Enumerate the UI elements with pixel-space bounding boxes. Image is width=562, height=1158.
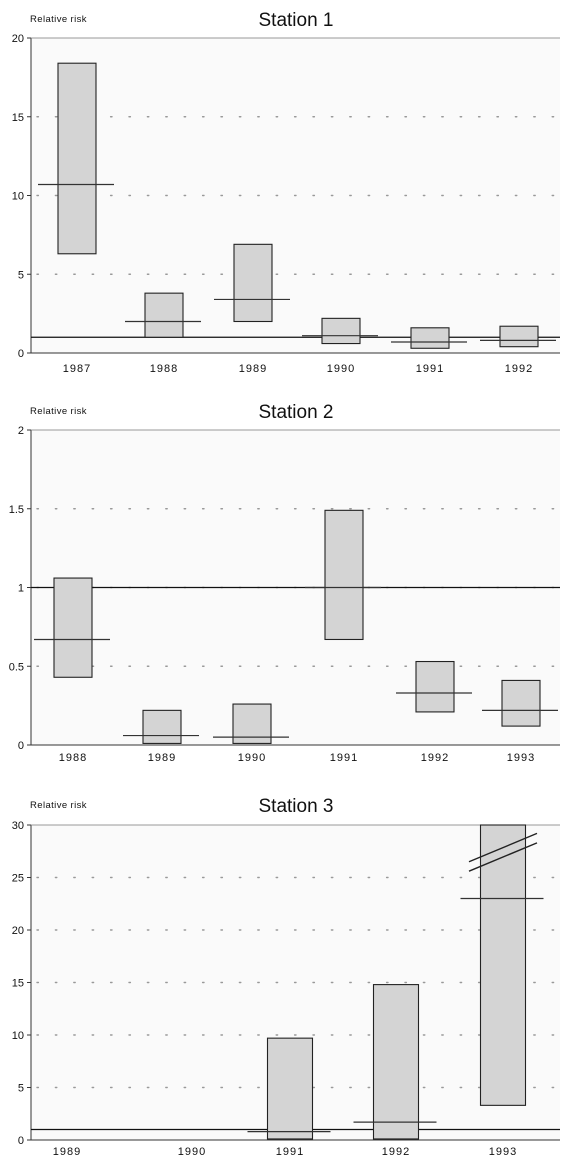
axis-break-mark (468, 842, 538, 872)
x-tick-label: 1989 (148, 752, 176, 764)
ci-box (479, 824, 527, 1106)
x-tick-label: 1992 (421, 752, 449, 764)
x-tick-label: 1991 (330, 752, 358, 764)
y-tick-label: 0 (18, 1135, 24, 1147)
ci-box (501, 679, 541, 727)
y-axis-label: Relative risk (30, 800, 87, 811)
y-tick-label: 15 (12, 112, 24, 124)
ci-box (266, 1037, 314, 1140)
chart-title: Station 1 (259, 10, 334, 31)
ci-box (372, 984, 420, 1140)
x-tick-label: 1991 (416, 363, 444, 375)
y-tick-label: 1.5 (9, 504, 24, 516)
chart-panel-3: 0 5 10 15 20 25 30 1989 1990 1991 1992 1993 Station … (12, 796, 560, 1158)
y-tick-label: 20 (12, 33, 24, 45)
chart-title: Station 3 (259, 796, 334, 817)
ci-box (144, 292, 184, 338)
y-tick-label: 0.5 (9, 661, 24, 673)
ci-box (57, 62, 97, 255)
ci-box (321, 317, 361, 345)
x-tick-label: 1991 (276, 1146, 304, 1158)
y-tick-label: 10 (12, 191, 24, 203)
ci-box (53, 577, 93, 678)
x-tick-label: 1987 (63, 363, 91, 375)
axis-break-mark (468, 832, 538, 863)
x-tick-label: 1993 (507, 752, 535, 764)
y-tick-label: 0 (18, 348, 24, 360)
ci-box (410, 327, 450, 349)
x-tick-label: 1989 (239, 363, 267, 375)
y-tick-label: 1 (18, 583, 24, 595)
x-tick-label: 1993 (489, 1146, 517, 1158)
x-tick-label: 1992 (382, 1146, 410, 1158)
y-tick-label: 10 (12, 1030, 24, 1042)
x-tick-label: 1990 (238, 752, 266, 764)
chart-panel-1: 0 5 10 15 20 1987 1988 1989 1990 1991 1992 Station … (12, 10, 560, 375)
y-tick-label: 20 (12, 925, 24, 937)
y-tick-label: 2 (18, 425, 24, 437)
ci-box (415, 660, 455, 713)
y-tick-label: 25 (12, 873, 24, 885)
y-axis-label: Relative risk (30, 14, 87, 25)
x-tick-label: 1989 (53, 1146, 81, 1158)
x-tick-label: 1990 (178, 1146, 206, 1158)
y-tick-label: 5 (18, 1083, 24, 1095)
x-tick-label: 1988 (150, 363, 178, 375)
x-tick-label: 1990 (327, 363, 355, 375)
y-tick-label: 0 (18, 740, 24, 752)
ci-box (233, 243, 273, 323)
y-axis-label: Relative risk (30, 406, 87, 417)
ci-box (142, 709, 182, 744)
y-tick-label: 5 (18, 269, 24, 281)
chart-panel-2: 0 0.5 1 1.5 2 1988 1989 1990 1991 1992 1993 Station… (9, 402, 560, 764)
y-tick-label: 15 (12, 978, 24, 990)
ci-box (499, 325, 539, 348)
x-tick-label: 1992 (505, 363, 533, 375)
x-tick-label: 1988 (59, 752, 87, 764)
y-tick-label: 30 (12, 820, 24, 832)
ci-box (324, 509, 364, 641)
chart-title: Station 2 (259, 402, 334, 423)
